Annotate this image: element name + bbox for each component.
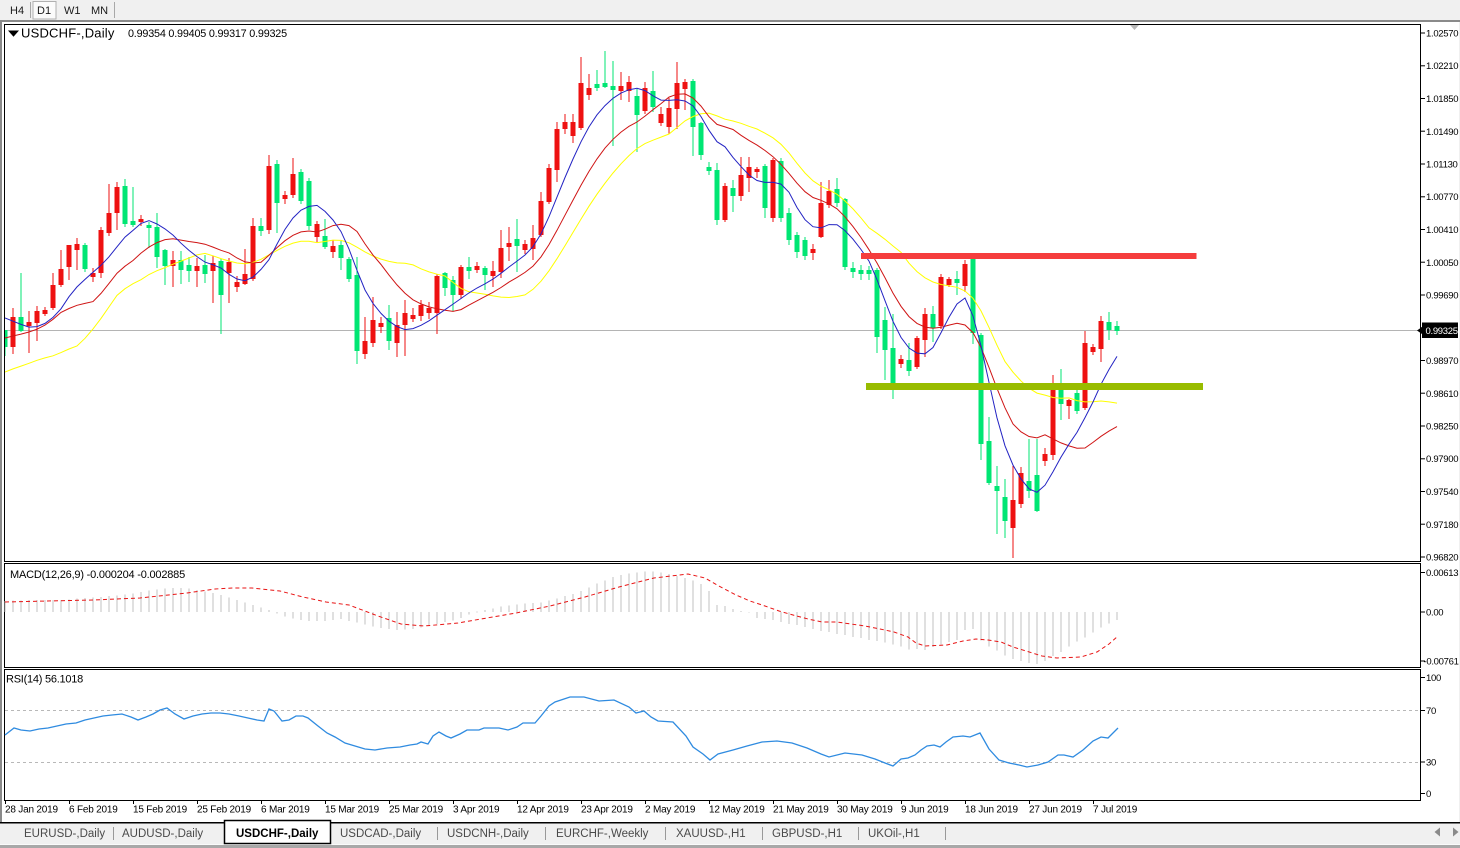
svg-text:25 Mar 2019: 25 Mar 2019 — [389, 805, 444, 816]
svg-text:W1: W1 — [64, 5, 81, 17]
svg-text:1.01130: 1.01130 — [1426, 160, 1458, 171]
svg-text:2 May 2019: 2 May 2019 — [645, 805, 696, 816]
svg-text:USDCHF-,Daily: USDCHF-,Daily — [21, 25, 115, 40]
svg-text:3 Apr 2019: 3 Apr 2019 — [453, 805, 500, 816]
svg-text:GBPUSD-,H1: GBPUSD-,H1 — [772, 828, 842, 840]
svg-text:12 Apr 2019: 12 Apr 2019 — [517, 805, 569, 816]
svg-text:0.97900: 0.97900 — [1426, 454, 1458, 465]
svg-text:0.98250: 0.98250 — [1426, 422, 1458, 433]
svg-text:EURCHF-,Weekly: EURCHF-,Weekly — [556, 828, 649, 840]
svg-text:H4: H4 — [10, 5, 24, 17]
svg-text:0.00: 0.00 — [1426, 608, 1443, 619]
svg-text:1.00410: 1.00410 — [1426, 225, 1458, 236]
svg-text:0.98610: 0.98610 — [1426, 389, 1458, 400]
svg-text:12 May 2019: 12 May 2019 — [709, 805, 765, 816]
svg-text:0.98970: 0.98970 — [1426, 356, 1458, 367]
svg-text:6 Feb 2019: 6 Feb 2019 — [69, 805, 118, 816]
svg-text:D1: D1 — [37, 5, 51, 17]
svg-text:30: 30 — [1426, 758, 1436, 769]
svg-text:30 May 2019: 30 May 2019 — [837, 805, 893, 816]
svg-text:XAUUSD-,H1: XAUUSD-,H1 — [676, 828, 746, 840]
svg-text:21 May 2019: 21 May 2019 — [773, 805, 829, 816]
svg-text:USDCAD-,Daily: USDCAD-,Daily — [340, 828, 421, 840]
svg-text:0.99690: 0.99690 — [1426, 291, 1458, 302]
svg-text:-0.00761: -0.00761 — [1424, 657, 1459, 668]
svg-text:0.96820: 0.96820 — [1426, 553, 1458, 564]
svg-text:1.00770: 1.00770 — [1426, 192, 1458, 203]
svg-text:MACD(12,26,9) -0.000204 -0.002: MACD(12,26,9) -0.000204 -0.002885 — [10, 569, 185, 581]
svg-text:AUDUSD-,Daily: AUDUSD-,Daily — [122, 828, 203, 840]
svg-text:EURUSD-,Daily: EURUSD-,Daily — [24, 828, 105, 840]
svg-text:0.00613: 0.00613 — [1426, 568, 1458, 579]
svg-text:RSI(14) 56.1018: RSI(14) 56.1018 — [6, 673, 83, 685]
svg-text:7 Jul 2019: 7 Jul 2019 — [1093, 805, 1138, 816]
svg-text:0.97180: 0.97180 — [1426, 520, 1458, 531]
svg-text:28 Jan 2019: 28 Jan 2019 — [5, 805, 58, 816]
svg-text:70: 70 — [1426, 706, 1436, 717]
svg-text:1.01490: 1.01490 — [1426, 127, 1458, 138]
svg-text:USDCHF-,Daily: USDCHF-,Daily — [236, 828, 319, 840]
svg-text:1.02570: 1.02570 — [1426, 29, 1458, 40]
svg-text:23 Apr 2019: 23 Apr 2019 — [581, 805, 633, 816]
svg-text:25 Feb 2019: 25 Feb 2019 — [197, 805, 252, 816]
svg-text:0.99354 0.99405 0.99317 0.9932: 0.99354 0.99405 0.99317 0.99325 — [128, 28, 287, 40]
svg-text:MN: MN — [91, 5, 108, 17]
svg-text:18 Jun 2019: 18 Jun 2019 — [965, 805, 1018, 816]
svg-text:1.00050: 1.00050 — [1426, 258, 1458, 269]
svg-text:1.01850: 1.01850 — [1426, 94, 1458, 105]
svg-text:15 Mar 2019: 15 Mar 2019 — [325, 805, 380, 816]
svg-text:1.02210: 1.02210 — [1426, 61, 1458, 72]
svg-text:0.99325: 0.99325 — [1426, 326, 1458, 337]
svg-text:6 Mar 2019: 6 Mar 2019 — [261, 805, 310, 816]
svg-text:15 Feb 2019: 15 Feb 2019 — [133, 805, 188, 816]
svg-text:27 Jun 2019: 27 Jun 2019 — [1029, 805, 1082, 816]
svg-text:UKOil-,H1: UKOil-,H1 — [868, 828, 920, 840]
svg-text:0.97540: 0.97540 — [1426, 487, 1458, 498]
svg-text:0: 0 — [1426, 789, 1431, 800]
svg-text:9 Jun 2019: 9 Jun 2019 — [901, 805, 949, 816]
svg-text:USDCNH-,Daily: USDCNH-,Daily — [447, 828, 529, 840]
svg-text:100: 100 — [1426, 673, 1441, 684]
